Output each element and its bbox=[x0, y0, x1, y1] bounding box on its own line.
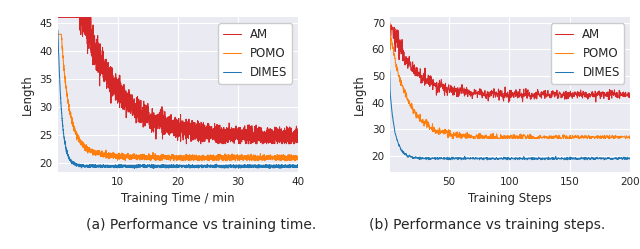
POMO bbox=[157, 157, 164, 160]
AM bbox=[96, 69, 104, 72]
Legend: AM, POMO, DIMES: AM, POMO, DIMES bbox=[550, 23, 625, 84]
DIMES bbox=[146, 165, 154, 168]
DIMES bbox=[54, 29, 61, 32]
Line: DIMES: DIMES bbox=[58, 30, 298, 169]
Text: (a) Performance vs training time.: (a) Performance vs training time. bbox=[86, 218, 316, 232]
AM bbox=[532, 91, 540, 94]
DIMES bbox=[290, 166, 298, 169]
AM bbox=[526, 94, 534, 97]
DIMES bbox=[569, 158, 577, 161]
Y-axis label: Length: Length bbox=[353, 74, 366, 115]
DIMES bbox=[627, 158, 634, 161]
DIMES bbox=[593, 156, 601, 159]
DIMES bbox=[96, 165, 104, 168]
POMO bbox=[540, 136, 547, 139]
POMO bbox=[627, 135, 634, 138]
AM bbox=[182, 142, 190, 145]
AM bbox=[401, 58, 408, 61]
X-axis label: Training Time / min: Training Time / min bbox=[121, 192, 235, 205]
Line: AM: AM bbox=[390, 23, 630, 102]
Line: POMO: POMO bbox=[58, 34, 298, 161]
POMO bbox=[54, 33, 61, 36]
POMO bbox=[81, 147, 89, 150]
Line: AM: AM bbox=[58, 17, 298, 144]
POMO bbox=[96, 151, 104, 154]
AM bbox=[146, 123, 154, 126]
POMO bbox=[593, 134, 601, 137]
POMO bbox=[146, 158, 154, 161]
POMO bbox=[526, 135, 534, 138]
DIMES bbox=[540, 157, 547, 160]
AM bbox=[294, 127, 302, 130]
AM bbox=[540, 91, 547, 94]
DIMES bbox=[264, 165, 271, 168]
Line: DIMES: DIMES bbox=[390, 71, 630, 160]
POMO bbox=[290, 157, 298, 160]
AM bbox=[627, 97, 634, 100]
DIMES bbox=[294, 165, 302, 168]
X-axis label: Training Steps: Training Steps bbox=[468, 192, 552, 205]
POMO bbox=[401, 89, 408, 92]
DIMES bbox=[526, 157, 534, 160]
POMO bbox=[569, 135, 577, 138]
POMO bbox=[147, 159, 154, 162]
AM bbox=[54, 16, 61, 19]
DIMES bbox=[532, 157, 540, 160]
AM bbox=[264, 134, 271, 137]
Y-axis label: Length: Length bbox=[21, 74, 34, 115]
Legend: AM, POMO, DIMES: AM, POMO, DIMES bbox=[218, 23, 292, 84]
AM bbox=[157, 120, 164, 123]
POMO bbox=[386, 21, 394, 24]
Line: POMO: POMO bbox=[390, 23, 630, 138]
AM bbox=[505, 101, 513, 104]
AM bbox=[81, 29, 89, 32]
POMO bbox=[532, 137, 540, 140]
AM bbox=[386, 21, 394, 24]
POMO bbox=[294, 156, 302, 159]
POMO bbox=[264, 157, 271, 160]
DIMES bbox=[149, 167, 157, 170]
AM bbox=[290, 139, 298, 142]
Text: (b) Performance vs training steps.: (b) Performance vs training steps. bbox=[369, 218, 605, 232]
POMO bbox=[449, 137, 457, 140]
DIMES bbox=[445, 158, 452, 161]
DIMES bbox=[386, 69, 394, 72]
AM bbox=[569, 93, 577, 96]
AM bbox=[593, 94, 601, 97]
DIMES bbox=[401, 153, 408, 156]
DIMES bbox=[81, 164, 89, 167]
DIMES bbox=[157, 165, 164, 168]
